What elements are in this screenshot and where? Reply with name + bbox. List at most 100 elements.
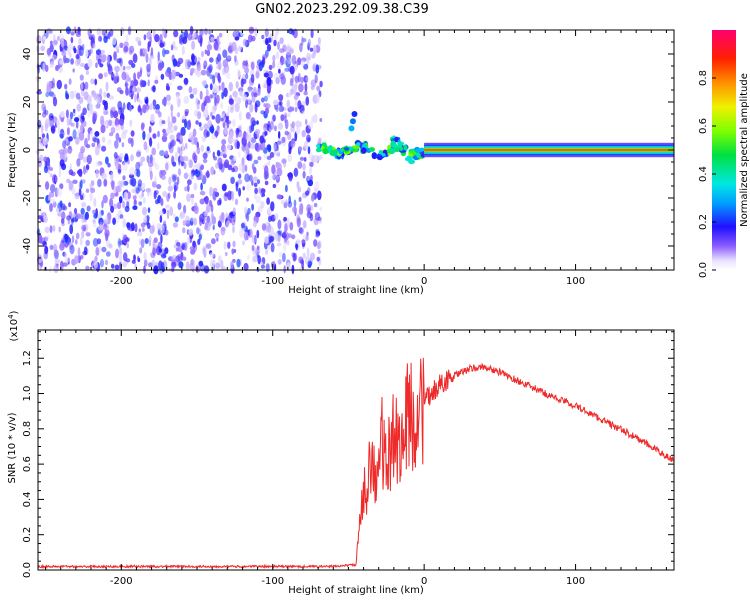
heatmap-cell: [210, 36, 215, 42]
heatmap-cell: [284, 130, 289, 136]
heatmap-cell: [121, 71, 127, 81]
heatmap-cell: [138, 228, 141, 233]
heatmap-cell: [160, 198, 164, 207]
heatmap-cell: [245, 59, 248, 68]
heatmap-cell: [107, 139, 112, 145]
heatmap-cell: [188, 86, 193, 94]
heatmap-cell: [119, 65, 124, 73]
heatmap-cell: [122, 129, 128, 135]
heatmap-cell: [146, 63, 151, 73]
heatmap-cell: [171, 155, 175, 166]
tone-line: [424, 142, 674, 158]
heatmap-cell: [237, 179, 243, 185]
heatmap-cell: [146, 104, 149, 113]
heatmap-cell: [115, 132, 120, 141]
heatmap-cell: [101, 172, 107, 180]
heatmap-cell: [189, 217, 194, 226]
heatmap-cell: [102, 223, 108, 231]
heatmap-cell: [69, 52, 72, 59]
heatmap-cell: [78, 188, 82, 197]
heatmap-cell: [287, 112, 291, 118]
heatmap-cell: [119, 253, 123, 263]
heatmap-cell: [174, 216, 179, 223]
heatmap-cell: [241, 93, 248, 102]
heatmap-cell: [88, 103, 93, 111]
heatmap-cell: [279, 73, 285, 80]
heatmap-cell: [119, 214, 124, 219]
heatmap-cell: [109, 132, 114, 137]
heatmap-cell: [143, 216, 148, 223]
heatmap-cell: [192, 32, 197, 38]
heatmap-cell: [204, 195, 209, 205]
heatmap-cell: [113, 76, 119, 84]
heatmap-cell: [184, 142, 188, 150]
heatmap-cell: [128, 77, 131, 83]
heatmap-cell: [223, 147, 227, 156]
heatmap-cell: [181, 45, 185, 56]
heatmap-cell: [238, 163, 244, 172]
heatmap-cell: [143, 251, 147, 261]
heatmap-cell: [253, 220, 257, 228]
heatmap-cell: [112, 36, 117, 46]
heatmap-cell: [261, 34, 265, 40]
heatmap-cell: [171, 139, 176, 147]
heatmap-cell: [206, 146, 210, 152]
heatmap-cell: [275, 77, 280, 85]
heatmap-cell: [211, 115, 215, 120]
heatmap-cell: [268, 64, 273, 71]
heatmap-cell: [226, 118, 230, 129]
heatmap-cell: [209, 94, 213, 99]
heatmap-cell: [59, 152, 65, 161]
heatmap-cell: [208, 30, 211, 35]
spectrogram-x-ticks: -200 -100 0 100: [45, 30, 667, 287]
heatmap-cell: [221, 183, 227, 192]
heatmap-cell: [287, 57, 293, 65]
heatmap-cell: [266, 43, 272, 52]
heatmap-cell: [78, 46, 84, 57]
heatmap-cell: [344, 147, 350, 151]
heatmap-cell: [248, 228, 253, 238]
heatmap-cell: [183, 162, 187, 170]
heatmap-cell: [279, 37, 284, 45]
heatmap-cell: [267, 144, 272, 153]
heatmap-cell: [127, 191, 131, 200]
heatmap-cell: [193, 182, 198, 191]
heatmap-cell: [257, 205, 263, 213]
heatmap-cell: [51, 54, 57, 61]
heatmap-cell: [167, 192, 171, 199]
heatmap-cell: [158, 248, 162, 253]
heatmap-cell: [116, 202, 122, 210]
heatmap-cell: [159, 33, 163, 44]
colorbar-tick-label: 0.4: [698, 166, 709, 182]
heatmap-cell: [92, 111, 98, 119]
heatmap-cell: [257, 145, 263, 151]
heatmap-cell: [255, 195, 261, 204]
heatmap-cell: [261, 264, 266, 269]
heatmap-cell: [161, 120, 166, 125]
heatmap-cell: [408, 159, 415, 164]
heatmap-cell: [238, 187, 242, 197]
heatmap-cell: [217, 199, 220, 206]
heatmap-cell: [235, 81, 239, 89]
heatmap-cell: [65, 109, 69, 118]
heatmap-cell: [200, 35, 203, 45]
heatmap-cell: [200, 144, 205, 152]
heatmap-cell: [209, 57, 214, 63]
heatmap-cell: [295, 126, 301, 135]
heatmap-cell: [298, 208, 304, 215]
heatmap-cell: [138, 201, 142, 206]
heatmap-cell: [300, 59, 305, 67]
heatmap-cell: [282, 243, 287, 252]
heatmap-cell: [221, 139, 227, 145]
heatmap-cell: [50, 198, 56, 204]
x-tick-label: 0: [421, 276, 427, 287]
heatmap-cell: [130, 222, 135, 232]
heatmap-cell: [53, 40, 58, 45]
heatmap-cell: [68, 136, 73, 142]
heatmap-cell: [276, 144, 280, 152]
heatmap-cell: [257, 156, 262, 161]
heatmap-cell: [319, 118, 323, 122]
heatmap-cell: [159, 150, 165, 157]
heatmap-cell: [206, 67, 211, 77]
heatmap-cell: [348, 125, 355, 132]
